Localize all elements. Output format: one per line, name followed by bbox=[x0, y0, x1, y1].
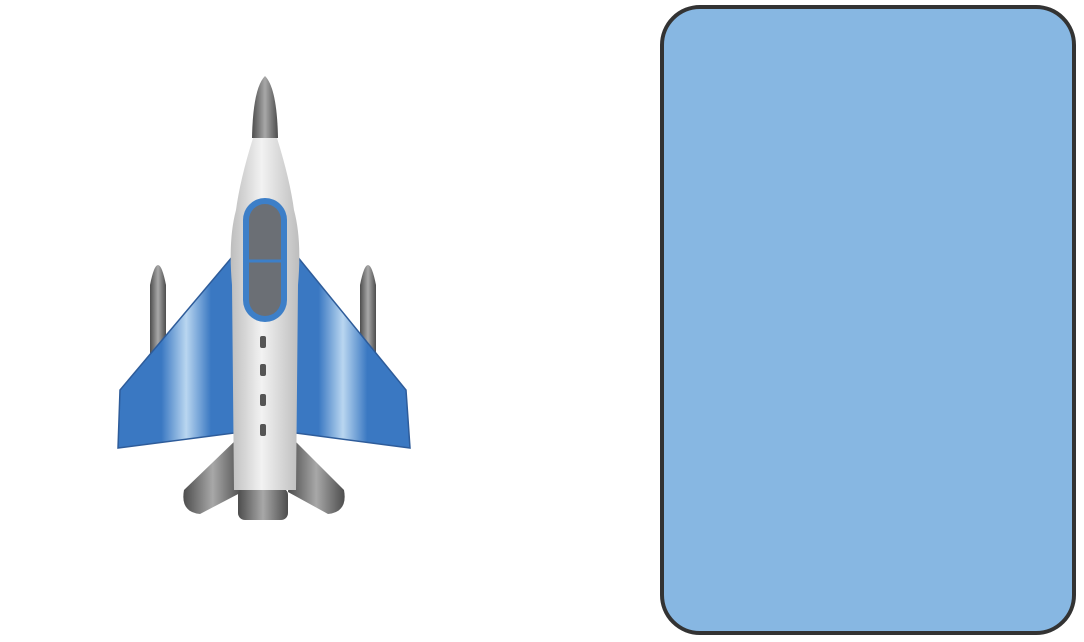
left-wing bbox=[117, 247, 243, 449]
right-tail-fin bbox=[288, 438, 345, 514]
fuselage-light bbox=[260, 364, 266, 376]
engine-nozzle bbox=[238, 488, 288, 520]
fuselage-light bbox=[260, 394, 266, 406]
fuselage-light bbox=[260, 424, 266, 436]
right-missile bbox=[360, 265, 376, 360]
info-panel bbox=[660, 5, 1076, 635]
nose-cone bbox=[252, 76, 278, 138]
fuselage-light bbox=[260, 336, 266, 348]
left-tail-fin bbox=[183, 438, 242, 514]
player-fighter-jet[interactable] bbox=[110, 70, 420, 525]
left-missile bbox=[150, 265, 166, 360]
fighter-jet-icon bbox=[117, 76, 411, 520]
right-wing bbox=[287, 247, 411, 449]
